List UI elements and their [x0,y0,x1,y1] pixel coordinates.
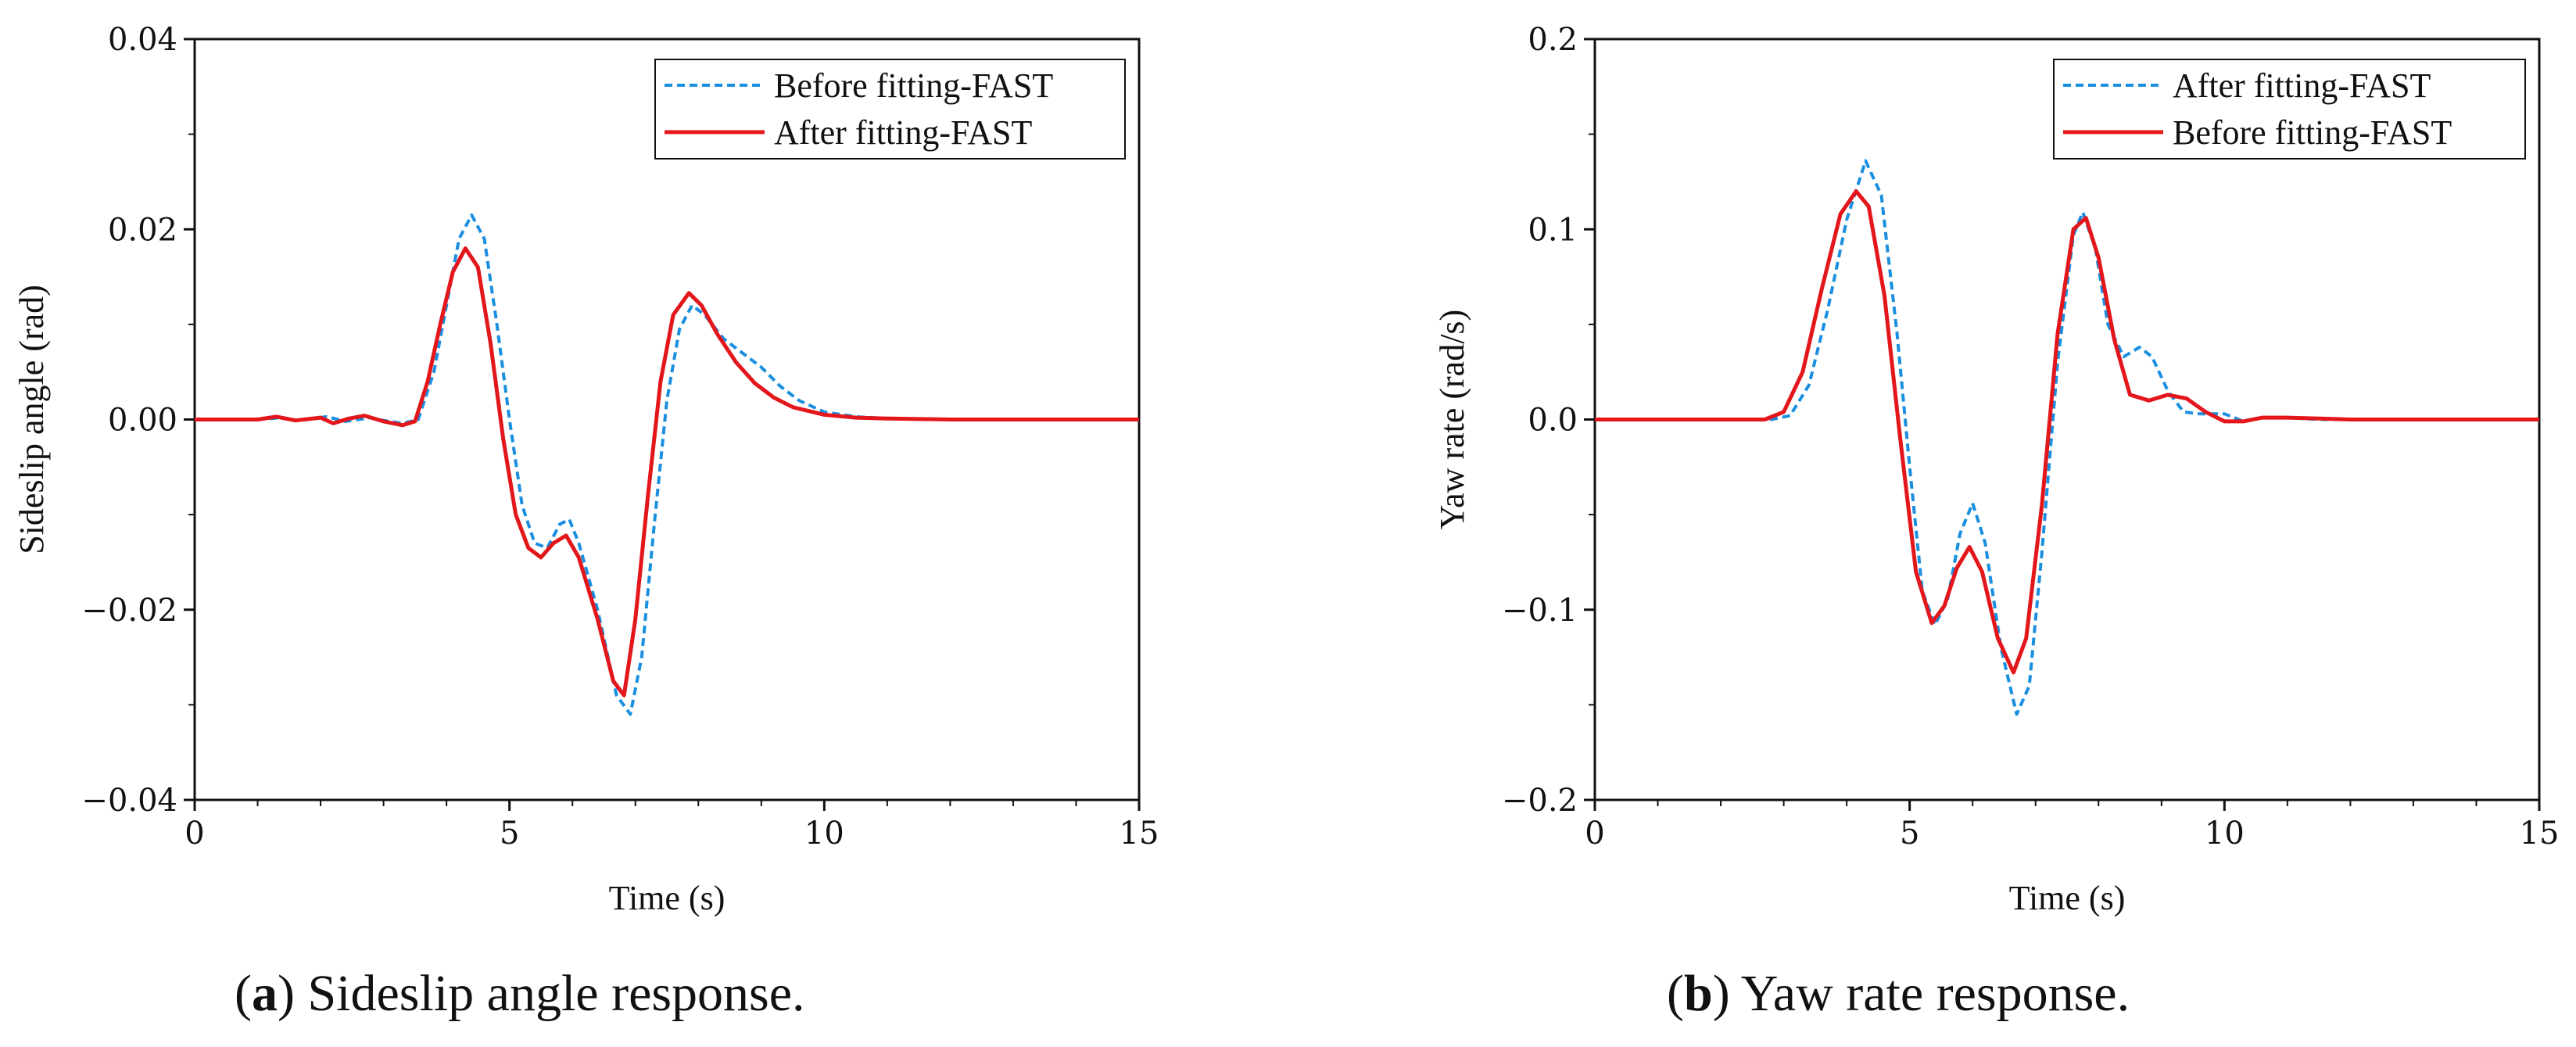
pa-legend-box [654,59,1126,160]
pb-x-tick-label: 10 [2205,816,2245,852]
pb-y-tick-label: −0.1 [1502,593,1578,629]
pa-y-tick-label: −0.02 [81,593,177,629]
pa-x-tick-label: 5 [500,816,519,852]
pa-legend-label-2: After fitting-FAST [774,113,1032,152]
pa-y-tick-label: 0.04 [108,22,177,58]
chart-panel-a: 0 5 10 15 −0.04 −0.02 0.00 0.02 0.04 Time (s) Side… [13,22,1159,917]
pa-legend-label-1: Before fitting-FAST [774,66,1053,105]
pb-legend-label-2: Before fitting-FAST [2173,113,2452,152]
pb-y-tick-label: 0.2 [1528,22,1578,58]
pb-y-tick-label: −0.2 [1502,783,1578,819]
pa-y-tick-label: −0.04 [81,783,177,819]
caption-a-letter: a [251,965,278,1022]
pb-series-line-1 [1595,159,2539,716]
pb-legend-label-1: After fitting-FAST [2173,66,2431,105]
pa-x-tick-label: 15 [1120,816,1159,852]
pb-x-tick-label: 5 [1900,816,1919,852]
pb-x-tick-label: 15 [2520,816,2560,852]
pa-x-axis-title: Time (s) [609,879,726,917]
pa-x-tick-label: 10 [804,816,844,852]
caption-a-text: Sideslip angle response. [294,965,805,1022]
pb-x-tick-label: 0 [1585,816,1604,852]
pb-y-tick-label: 0.1 [1528,212,1578,248]
caption-b-text: Yaw rate response. [1729,965,2130,1022]
pb-x-axis-title: Time (s) [2009,879,2126,917]
pb-legend-box [2053,59,2526,160]
pa-y-tick-label: 0.02 [108,212,177,248]
caption-a: (a) Sideslip angle response. [235,965,805,1022]
pb-y-tick-label: 0.0 [1528,403,1578,439]
pa-y-axis-title: Sideslip angle (rad) [13,285,51,554]
caption-b-letter: b [1683,965,1713,1022]
pa-series-line-1 [195,213,1139,716]
chart-panel-b: 0 5 10 15 −0.2 −0.1 0.0 0.1 0.2 Time (s) Yaw rate … [1433,22,2559,917]
pb-y-axis-title: Yaw rate (rad/s) [1433,310,1471,529]
pa-y-tick-label: 0.00 [108,403,177,439]
caption-b: (b) Yaw rate response. [1667,965,2130,1022]
pb-series-line-2 [1595,189,2539,675]
pa-x-tick-label: 0 [185,816,204,852]
pa-series-line-2 [195,246,1139,697]
